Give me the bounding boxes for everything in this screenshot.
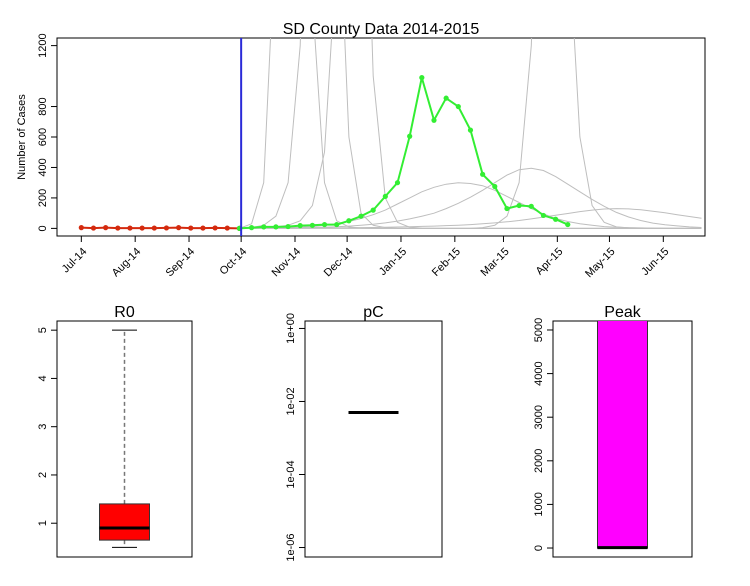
data-point: [334, 221, 340, 228]
data-point: [540, 212, 547, 219]
x-tick-label: Jun-15: [639, 246, 671, 278]
x-tick-label: Mar-15: [479, 246, 512, 279]
x-tick-label: Jan-15: [377, 246, 409, 278]
x-tick-label: Dec-14: [322, 246, 356, 280]
y-tick-label: 400: [37, 158, 49, 176]
series-line: [239, 77, 569, 230]
data-point: [370, 207, 376, 213]
y-tick-label: 800: [37, 97, 49, 115]
data-point: [492, 183, 498, 190]
x-tick-label: Feb-15: [430, 246, 463, 279]
data-point: [419, 75, 425, 81]
x-tick-label: Jul-14: [60, 246, 90, 276]
data-point: [309, 222, 315, 228]
y-tick-label: 1e-06: [285, 533, 297, 561]
y-tick-label: 1200: [37, 33, 49, 57]
y-tick-label: 5000: [533, 318, 545, 342]
series-line: [239, 167, 702, 229]
x-tick-label: Oct-14: [217, 246, 249, 278]
data-point: [212, 225, 218, 231]
y-tick-label: 0: [533, 545, 545, 551]
data-point: [321, 221, 328, 228]
data-point: [273, 224, 279, 230]
y-tick-label: 3: [37, 424, 49, 430]
data-point: [552, 216, 559, 222]
data-point: [103, 225, 109, 231]
data-point: [151, 225, 157, 231]
data-point: [358, 213, 364, 219]
series-line: [239, 208, 702, 229]
y-tick-label: 1000: [533, 492, 545, 516]
box: [99, 503, 150, 541]
data-point: [176, 225, 182, 231]
data-point: [504, 205, 510, 212]
x-tick-label: Apr-15: [534, 246, 566, 278]
data-point: [455, 103, 461, 110]
plot-frame: [56, 37, 706, 237]
y-tick-label: 1e-02: [285, 387, 297, 415]
data-point: [431, 117, 437, 123]
y-tick-label: 4: [37, 375, 49, 381]
y-tick-label: 3000: [533, 405, 545, 429]
data-point: [443, 95, 449, 101]
x-tick-label: Aug-14: [110, 246, 144, 280]
x-tick-label: May-15: [583, 246, 617, 280]
x-tick-label: Sep-14: [164, 246, 198, 280]
chart-title: SD County Data 2014-2015: [283, 21, 480, 38]
y-tick-label: 1e-04: [285, 460, 297, 488]
data-point: [127, 225, 133, 231]
data-point: [382, 193, 388, 199]
y-axis-label: Number of Cases: [16, 94, 28, 180]
box: [597, 321, 648, 549]
y-tick-label: 200: [37, 189, 49, 207]
plot-area: [78, 38, 702, 231]
data-point: [467, 127, 474, 133]
plot-area: [597, 321, 648, 550]
data-point: [297, 223, 303, 229]
y-tick-label: 0: [37, 225, 49, 231]
y-tick-label: 600: [37, 128, 49, 146]
y-tick-label: 4000: [533, 361, 545, 385]
chart-title: pC: [363, 304, 383, 321]
series-line: [239, 182, 702, 229]
plot-area: [99, 329, 150, 548]
y-tick-label: 5: [37, 327, 49, 333]
data-point: [565, 221, 571, 228]
data-point: [394, 180, 401, 186]
data-point: [163, 225, 170, 231]
y-tick-label: 2: [37, 472, 49, 478]
data-point: [188, 225, 194, 231]
data-point: [346, 218, 352, 224]
plot-frame: [56, 320, 193, 558]
chart-title: R0: [114, 304, 135, 321]
y-tick-label: 1: [37, 520, 49, 526]
data-point: [200, 225, 206, 231]
data-point: [285, 223, 291, 230]
plot-frame: [304, 320, 443, 558]
data-point: [516, 202, 522, 209]
data-point: [224, 225, 230, 231]
data-point: [139, 225, 145, 231]
data-point: [248, 225, 255, 231]
x-tick-label: Nov-14: [270, 246, 304, 280]
data-point: [115, 225, 121, 231]
data-point: [480, 171, 486, 177]
data-point: [407, 133, 413, 139]
data-point: [528, 203, 534, 209]
data-point: [261, 224, 267, 230]
data-point: [78, 225, 84, 231]
chart-title: Peak: [604, 304, 641, 321]
y-tick-label: 1e+00: [285, 313, 297, 344]
data-point: [90, 225, 97, 231]
y-tick-label: 2000: [533, 449, 545, 473]
